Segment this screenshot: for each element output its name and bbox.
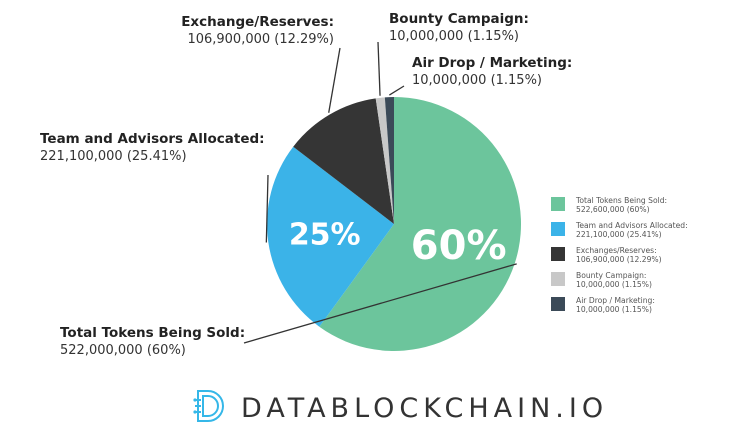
legend-title: Total Tokens Being Sold: [576,196,668,205]
leader-line [328,47,341,113]
legend-title: Team and Advisors Allocated: [576,221,688,230]
callout-exchange-reserves: Exchange/Reserves: 106,900,000 (12.29%) [180,14,334,48]
leader-line [265,174,269,243]
callout-title: Team and Advisors Allocated: [40,131,265,147]
legend-value: 10,000,000 (1.15%) [576,280,652,289]
callout-value: 106,900,000 (12.29%) [187,32,334,47]
slice-team-advisors [267,146,394,327]
slice-percent-label: 25% [289,218,361,253]
legend-item: Bounty Campaign: 10,000,000 (1.15%) [551,271,726,296]
callout-value: 221,100,000 (25.41%) [40,149,187,164]
callout-value: 522,000,000 (60%) [60,343,186,358]
callout-title: Bounty Campaign: [389,11,529,27]
slice-exchange-reserves [293,98,394,224]
slice-bounty-campaign [375,97,394,224]
d-circuit-logo-icon [193,388,227,428]
slice-percent-label: 60% [411,223,507,269]
legend-swatch [551,247,565,261]
legend-item: Total Tokens Being Sold: 522,600,000 (60%… [551,196,726,221]
slice-tokens-sold [319,97,522,352]
legend: Total Tokens Being Sold: 522,600,000 (60%… [551,196,726,321]
leader-line [388,85,405,96]
leader-line [377,41,381,96]
callout-title: Air Drop / Marketing: [412,55,573,71]
legend-title: Air Drop / Marketing: [576,296,655,305]
legend-item: Air Drop / Marketing: 10,000,000 (1.15%) [551,296,726,321]
legend-swatch [551,297,565,311]
callout-title: Total Tokens Being Sold: [60,325,246,341]
callout-value: 10,000,000 (1.15%) [412,73,543,88]
brand-logo: DATABLOCKCHAIN.IO [193,388,608,428]
legend-value: 221,100,000 (25.41%) [576,230,662,239]
callout-bounty-campaign: Bounty Campaign: 10,000,000 (1.15%) [389,11,529,45]
legend-swatch [551,272,565,286]
legend-value: 10,000,000 (1.15%) [576,305,652,314]
brand-wordmark: DATABLOCKCHAIN.IO [241,392,609,424]
legend-value: 106,900,000 (12.29%) [576,255,662,264]
callout-tokens-sold: Total Tokens Being Sold: 522,000,000 (60… [60,325,245,359]
legend-swatch [551,222,565,236]
slice-air-drop-marketing [384,97,394,224]
legend-swatch [551,197,565,211]
callout-air-drop-marketing: Air Drop / Marketing: 10,000,000 (1.15%) [412,55,572,89]
legend-title: Exchanges/Reserves: [576,246,657,255]
callout-value: 10,000,000 (1.15%) [389,29,520,44]
legend-title: Bounty Campaign: [576,271,647,280]
legend-item: Team and Advisors Allocated: 221,100,000 … [551,221,726,246]
legend-item: Exchanges/Reserves: 106,900,000 (12.29%) [551,246,726,271]
legend-value: 522,600,000 (60%) [576,205,650,214]
callout-title: Exchange/Reserves: [181,14,334,30]
leader-line [243,263,517,344]
callout-team-advisors: Team and Advisors Allocated: 221,100,000… [40,131,265,165]
